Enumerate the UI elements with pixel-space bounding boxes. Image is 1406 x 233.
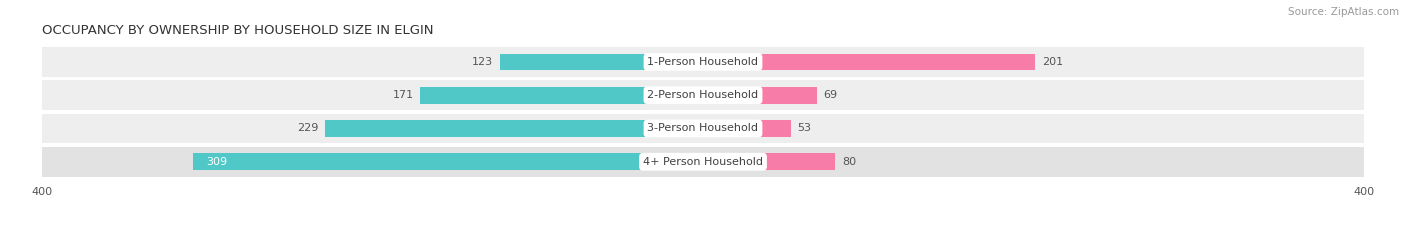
Text: Source: ZipAtlas.com: Source: ZipAtlas.com — [1288, 7, 1399, 17]
Text: 80: 80 — [842, 157, 856, 167]
Bar — [499, 54, 703, 70]
Bar — [42, 47, 1364, 77]
Text: 53: 53 — [797, 123, 811, 134]
Bar — [703, 54, 1035, 70]
Text: 123: 123 — [472, 57, 494, 67]
Text: 171: 171 — [392, 90, 413, 100]
Bar — [703, 120, 790, 137]
Bar — [420, 87, 703, 103]
Text: OCCUPANCY BY OWNERSHIP BY HOUSEHOLD SIZE IN ELGIN: OCCUPANCY BY OWNERSHIP BY HOUSEHOLD SIZE… — [42, 24, 433, 37]
Bar — [42, 147, 1364, 177]
Text: 2-Person Household: 2-Person Household — [647, 90, 759, 100]
Bar — [703, 154, 835, 170]
Text: 69: 69 — [824, 90, 838, 100]
Bar — [42, 113, 1364, 144]
Bar — [193, 154, 703, 170]
Bar — [42, 80, 1364, 110]
Bar — [703, 87, 817, 103]
Text: 3-Person Household: 3-Person Household — [648, 123, 758, 134]
Bar — [325, 120, 703, 137]
Text: 309: 309 — [205, 157, 226, 167]
Text: 4+ Person Household: 4+ Person Household — [643, 157, 763, 167]
Text: 229: 229 — [297, 123, 318, 134]
Text: 1-Person Household: 1-Person Household — [648, 57, 758, 67]
Text: 201: 201 — [1042, 57, 1063, 67]
